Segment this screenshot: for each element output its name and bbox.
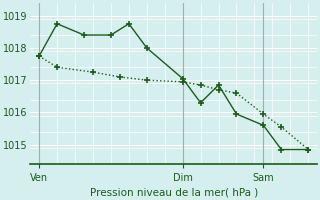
X-axis label: Pression niveau de la mer( hPa ): Pression niveau de la mer( hPa )	[90, 187, 258, 197]
